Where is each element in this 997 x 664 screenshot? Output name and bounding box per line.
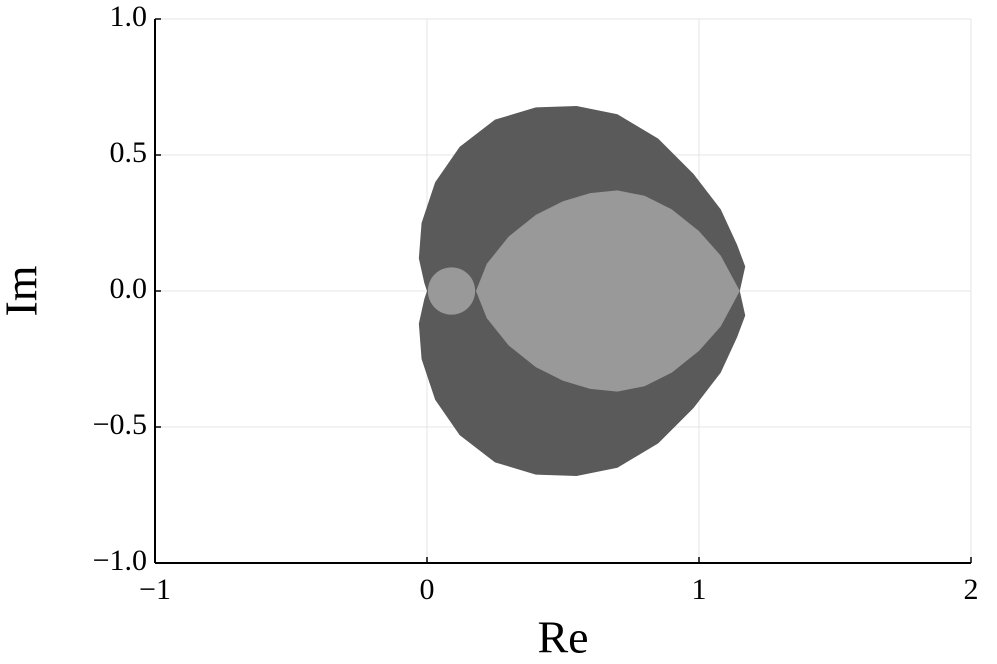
x-tick-label: 2 (964, 573, 979, 606)
axes: −1 0 1 2 −1.0 −0.5 0.0 0.5 1.0 (93, 0, 979, 606)
plot-area (418, 106, 746, 476)
y-axis-label: Im (0, 265, 47, 316)
y-tick-label: 1.0 (110, 0, 148, 33)
region (475, 190, 740, 392)
y-tick-label: 0.5 (110, 136, 148, 169)
x-tick-label: −1 (139, 573, 171, 606)
x-tick-label: 1 (692, 573, 707, 606)
y-tick-label: −0.5 (93, 408, 147, 441)
x-tick-label: 0 (420, 573, 435, 606)
x-axis-label: Re (537, 612, 588, 663)
y-tick-label: 0.0 (110, 272, 148, 305)
region-circle (427, 267, 476, 315)
y-tick-label: −1.0 (93, 544, 147, 577)
